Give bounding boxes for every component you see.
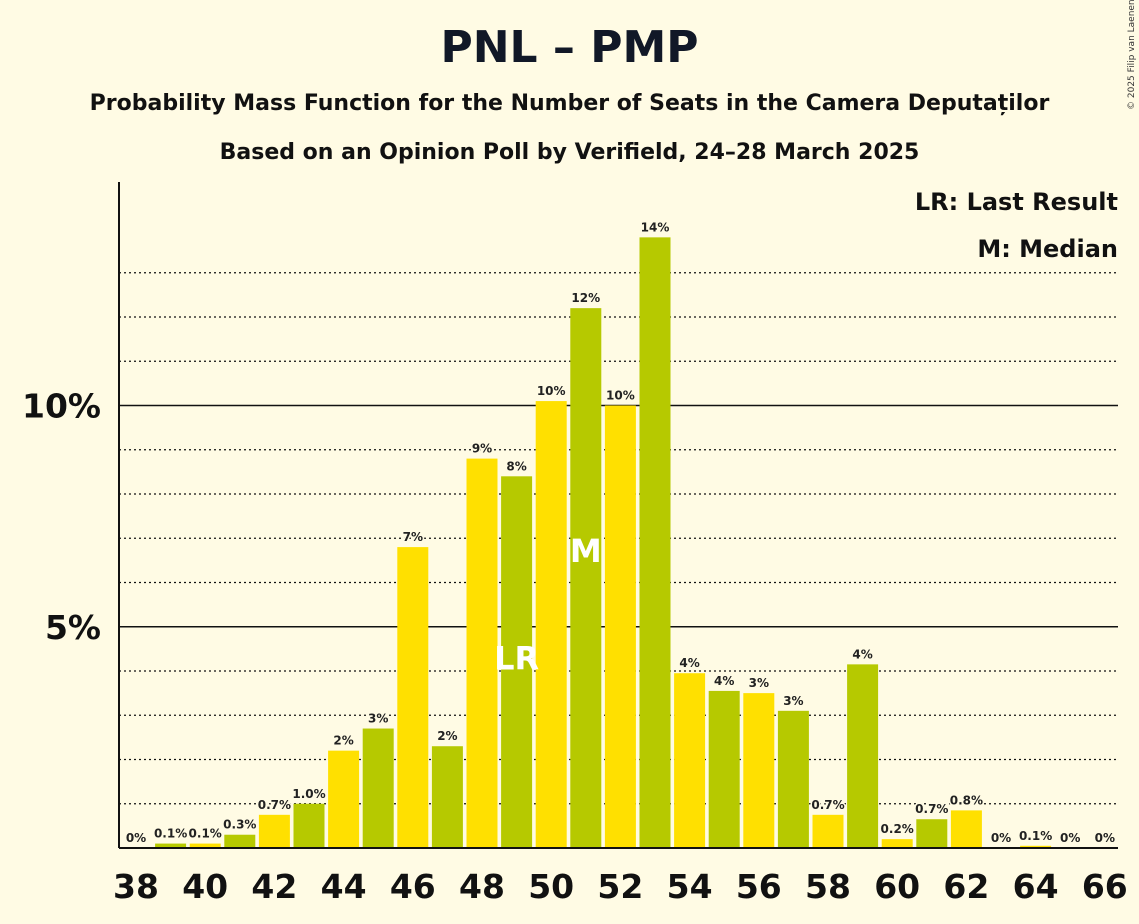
x-tick-label: 48 xyxy=(459,867,505,906)
x-tick-label: 42 xyxy=(251,867,297,906)
bar-62 xyxy=(950,810,982,848)
data-label-60: 0.2% xyxy=(881,822,914,836)
bar-61 xyxy=(916,819,948,848)
data-label-59: 4% xyxy=(852,647,872,661)
data-label-48: 9% xyxy=(472,442,492,456)
x-tick-label: 40 xyxy=(182,867,228,906)
data-label-58: 0.7% xyxy=(811,798,844,812)
data-label-45: 3% xyxy=(368,712,388,726)
x-tick-label: 62 xyxy=(943,867,989,906)
bar-64 xyxy=(1020,845,1052,848)
bar-50 xyxy=(535,401,567,848)
data-label-53: 14% xyxy=(641,220,670,234)
x-tick-label: 44 xyxy=(321,867,367,906)
data-label-54: 4% xyxy=(679,656,699,670)
chart-subtitle: Probability Mass Function for the Number… xyxy=(89,91,1050,116)
bar-56 xyxy=(743,693,775,848)
data-label-57: 3% xyxy=(783,694,803,708)
data-label-65: 0% xyxy=(1060,831,1080,845)
data-label-44: 2% xyxy=(333,734,353,748)
bar-59 xyxy=(847,664,879,848)
legend-median: M: Median xyxy=(977,235,1118,263)
x-tick-label: 66 xyxy=(1082,867,1128,906)
y-tick-label: 10% xyxy=(22,387,101,426)
chart-title: PNL – PMP xyxy=(440,22,699,73)
data-label-41: 0.3% xyxy=(223,818,256,832)
bar-52 xyxy=(604,405,636,848)
data-label-63: 0% xyxy=(991,831,1011,845)
data-label-51: 12% xyxy=(571,291,600,305)
bar-41 xyxy=(224,834,256,848)
last-result-marker: LR xyxy=(494,640,539,678)
data-label-52: 10% xyxy=(606,389,635,403)
data-label-47: 2% xyxy=(437,729,457,743)
bar-57 xyxy=(777,710,809,848)
bar-49 xyxy=(501,476,533,848)
data-label-66: 0% xyxy=(1095,831,1115,845)
x-tick-label: 64 xyxy=(1013,867,1059,906)
median-marker: M xyxy=(570,532,602,570)
bar-40 xyxy=(189,843,221,848)
y-tick-label: 5% xyxy=(45,608,101,647)
data-label-61: 0.7% xyxy=(915,802,948,816)
bar-39 xyxy=(155,843,187,848)
x-tick-label: 38 xyxy=(113,867,159,906)
data-label-56: 3% xyxy=(749,676,769,690)
chart-source: Based on an Opinion Poll by Verifield, 2… xyxy=(219,140,920,165)
bar-46 xyxy=(397,547,429,848)
x-tick-label: 50 xyxy=(528,867,574,906)
data-label-49: 8% xyxy=(506,459,526,473)
bar-44 xyxy=(328,750,360,848)
data-label-62: 0.8% xyxy=(950,793,983,807)
bar-53 xyxy=(639,237,671,849)
data-label-50: 10% xyxy=(537,384,566,398)
bar-43 xyxy=(293,803,325,848)
legend-last-result: LR: Last Result xyxy=(915,188,1118,216)
bar-55 xyxy=(708,690,740,848)
bar-45 xyxy=(362,728,394,848)
x-tick-label: 54 xyxy=(667,867,713,906)
data-label-46: 7% xyxy=(403,530,423,544)
data-label-55: 4% xyxy=(714,674,734,688)
bar-48 xyxy=(466,458,498,848)
data-label-38: 0% xyxy=(126,831,146,845)
bar-54 xyxy=(674,673,706,848)
x-tick-label: 56 xyxy=(736,867,782,906)
x-tick-label: 58 xyxy=(805,867,851,906)
bar-58 xyxy=(812,814,844,848)
data-label-39: 0.1% xyxy=(154,827,187,841)
bar-47 xyxy=(431,746,463,848)
data-label-40: 0.1% xyxy=(189,827,222,841)
bar-60 xyxy=(881,839,913,848)
data-label-64: 0.1% xyxy=(1019,829,1052,843)
data-label-43: 1.0% xyxy=(292,787,325,801)
x-tick-label: 46 xyxy=(390,867,436,906)
bar-42 xyxy=(258,814,290,848)
bar-51 xyxy=(570,308,602,848)
x-tick-label: 60 xyxy=(874,867,920,906)
x-tick-label: 52 xyxy=(597,867,643,906)
data-label-42: 0.7% xyxy=(258,798,291,812)
